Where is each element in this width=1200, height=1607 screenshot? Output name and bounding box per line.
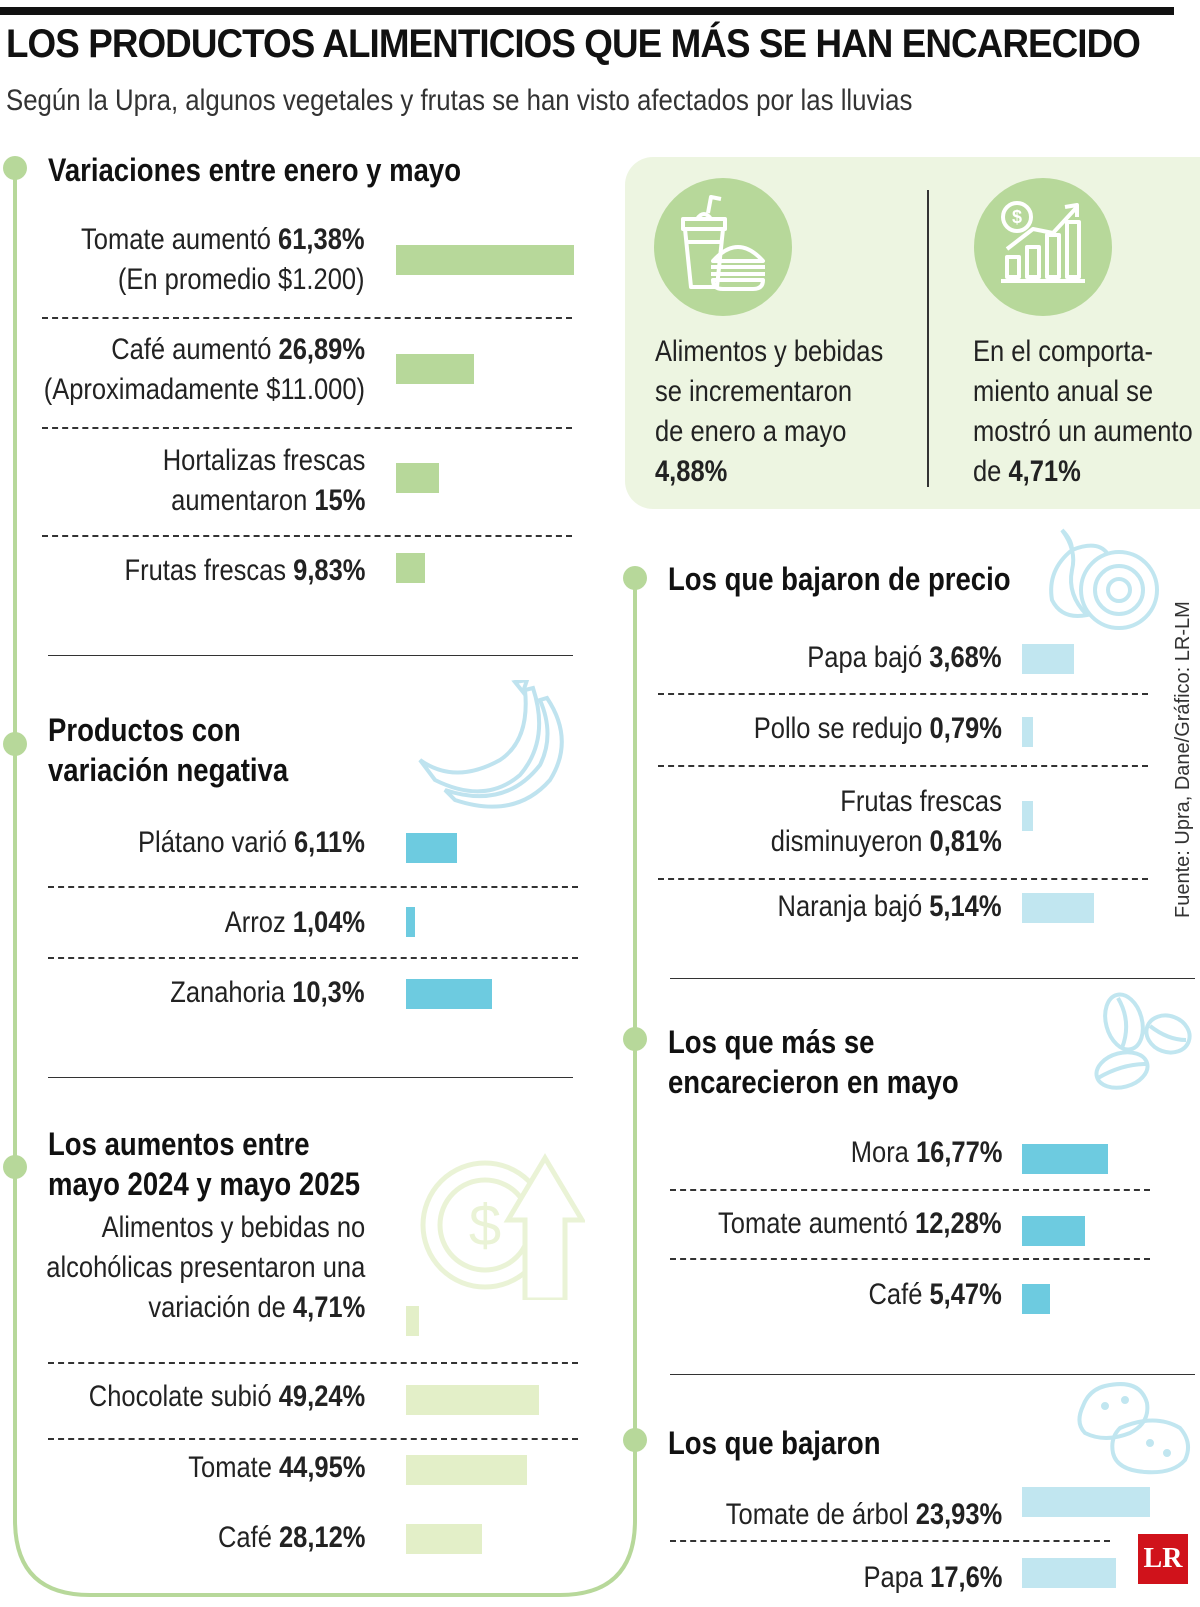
svg-text:$: $ — [1012, 207, 1022, 227]
divider — [48, 1362, 578, 1364]
lr-logo: LR — [1138, 1534, 1188, 1584]
chart-label: Café aumentó 26,89% (Aproximadamente $11… — [43, 333, 365, 406]
divider — [658, 878, 1148, 880]
section-title-variaciones: Variaciones entre enero y mayo — [48, 152, 462, 188]
chart-bar — [1022, 893, 1094, 923]
chart-bar — [396, 354, 474, 384]
divider — [48, 1438, 578, 1440]
onion-icon — [1049, 528, 1159, 630]
chart-bar — [1022, 717, 1033, 747]
chart-bar — [406, 1524, 482, 1554]
section-title-encarecieron-mayo: Los que más se encarecieron en mayo — [668, 1024, 959, 1100]
chart-label: Pollo se redujo 0,79% — [753, 712, 1002, 745]
chart-label: Papa 17,6% — [863, 1561, 1002, 1594]
chart-bar — [406, 1385, 539, 1415]
chart-bar — [406, 1306, 419, 1336]
timeline-dot — [3, 732, 27, 756]
chart-label: Tomate aumentó 61,38% (En promedio $1.20… — [81, 223, 366, 296]
potato-icon — [1077, 1382, 1191, 1475]
chart-label: Tomate 44,95% — [187, 1451, 365, 1484]
chart-label: Arroz 1,04% — [224, 906, 365, 939]
chart-bar — [1022, 801, 1033, 831]
divider — [42, 317, 572, 319]
chart-bar — [396, 463, 439, 493]
chart-label: Zanahoria 10,3% — [170, 976, 365, 1009]
top-rule — [0, 7, 1174, 15]
growth-chart-icon: $ — [974, 178, 1112, 316]
chart-bar — [406, 979, 492, 1009]
chart-bar — [1022, 1144, 1108, 1174]
timeline-dot — [3, 1155, 27, 1179]
chart-label: Naranja bajó 5,14% — [777, 890, 1002, 923]
divider — [48, 957, 578, 959]
chart-label: Plátano varió 6,11% — [138, 826, 365, 859]
divider — [48, 886, 578, 888]
timeline-dot — [623, 1027, 647, 1051]
chart-label: Hortalizas frescas aumentaron 15% — [162, 444, 365, 517]
chart-label: Chocolate subió 49,24% — [88, 1380, 365, 1413]
section-title-aumentos: Los aumentos entre mayo 2024 y mayo 2025 — [48, 1126, 361, 1202]
fast-food-icon — [654, 178, 792, 316]
source-note: Fuente: Upra, Dane/Gráfico: LR-LM — [1172, 601, 1194, 918]
section-rule — [48, 1077, 573, 1078]
panel-separator — [927, 190, 929, 487]
chart-bar — [406, 1455, 527, 1485]
divider — [42, 427, 572, 429]
chart-label: Tomate de árbol 23,93% — [725, 1498, 1002, 1531]
section-rule — [48, 655, 573, 656]
stat-enero-mayo: Alimentos y bebidas se incrementaron de … — [655, 335, 884, 488]
chart-label: Café 5,47% — [868, 1278, 1002, 1311]
divider — [42, 535, 572, 537]
divider — [658, 765, 1148, 767]
chart-bar — [1022, 1487, 1150, 1517]
chart-label: Papa bajó 3,68% — [807, 641, 1002, 674]
money-growth-icon: $ — [420, 1153, 585, 1300]
chart-bar — [1022, 1216, 1085, 1246]
chart-label: Tomate aumentó 12,28% — [718, 1207, 1002, 1240]
section-rule — [670, 1374, 1195, 1375]
chart-bar — [1022, 644, 1074, 674]
page-title: LOS PRODUCTOS ALIMENTICIOS QUE MÁS SE HA… — [6, 22, 1141, 66]
chart-bar — [406, 833, 457, 863]
chart-label: Frutas frescas 9,83% — [124, 554, 365, 587]
chart-bar — [1022, 1284, 1050, 1314]
chart-label: Café 28,12% — [217, 1521, 365, 1554]
timeline-dot — [623, 566, 647, 590]
banana-icon — [418, 680, 564, 809]
chart-bar — [396, 553, 425, 583]
chart-label: Frutas frescas disminuyeron 0,81% — [770, 785, 1002, 858]
divider — [670, 1258, 1150, 1260]
chart-bar — [396, 245, 574, 275]
chart-label: Mora 16,77% — [850, 1136, 1002, 1169]
section-title-bajaron: Los que bajaron — [668, 1425, 881, 1461]
chart-label: Alimentos y bebidas no alcohólicas prese… — [46, 1211, 365, 1324]
chart-bar — [406, 907, 415, 937]
timeline-dot — [3, 156, 27, 180]
timeline-dot — [623, 1428, 647, 1452]
coffee-beans-icon — [1094, 992, 1192, 1090]
divider — [670, 1540, 1110, 1542]
divider — [658, 693, 1148, 695]
page-subtitle: Según la Upra, algunos vegetales y fruta… — [6, 84, 913, 117]
chart-bar — [1022, 1558, 1116, 1588]
stat-anual: En el comporta- miento anual se mostró u… — [973, 335, 1193, 488]
svg-text:$: $ — [469, 1193, 501, 1258]
section-title-bajaron-precio: Los que bajaron de precio — [668, 561, 1011, 597]
divider — [670, 1189, 1150, 1191]
section-title-negativa: Productos con variación negativa — [48, 712, 289, 788]
section-rule — [670, 978, 1195, 979]
